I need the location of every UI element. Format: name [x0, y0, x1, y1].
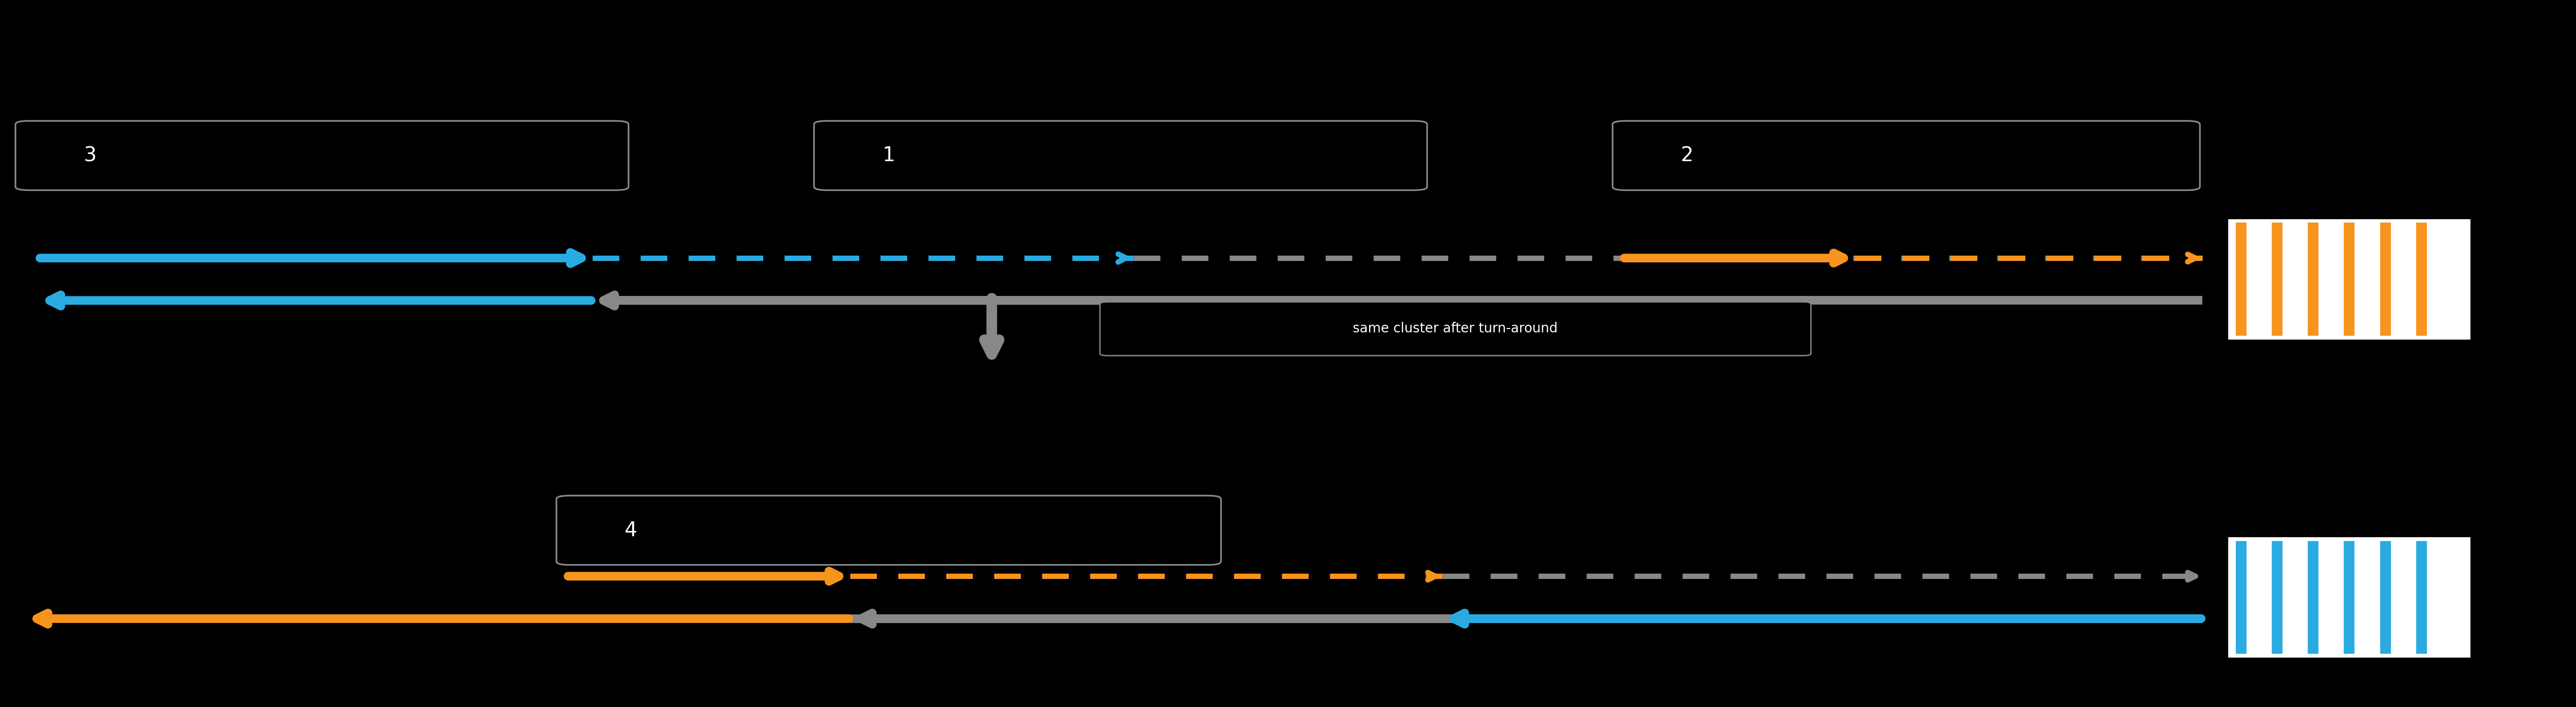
Text: 1: 1 — [884, 146, 894, 165]
Text: 2: 2 — [1682, 146, 1692, 165]
FancyBboxPatch shape — [2228, 537, 2470, 658]
Text: 4: 4 — [626, 520, 636, 540]
FancyBboxPatch shape — [15, 121, 629, 190]
Text: 3: 3 — [85, 146, 95, 165]
Text: Flow cell: Flow cell — [2478, 246, 2494, 312]
Text: same cluster after turn-around: same cluster after turn-around — [1352, 322, 1558, 335]
FancyBboxPatch shape — [1100, 302, 1811, 356]
FancyBboxPatch shape — [556, 496, 1221, 565]
FancyBboxPatch shape — [814, 121, 1427, 190]
Text: Flow cell: Flow cell — [2478, 564, 2494, 631]
FancyBboxPatch shape — [1613, 121, 2200, 190]
FancyBboxPatch shape — [2228, 219, 2470, 339]
